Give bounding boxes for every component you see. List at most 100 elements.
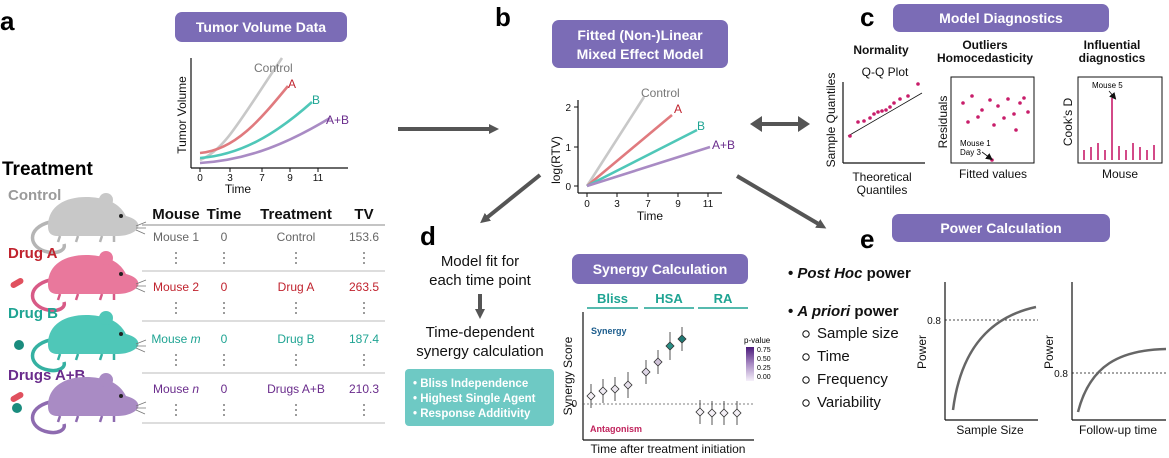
synergy-point <box>598 386 608 396</box>
d-text2-line2: synergy calculation <box>416 343 544 360</box>
residual-points <box>961 94 1030 162</box>
log-rtv-chart: log(RTV) Time 0 3 7 9 11 0 1 2 Control A B A+B <box>549 86 735 223</box>
mouse-icon <box>30 193 147 255</box>
rtv-series-label: B <box>697 119 705 133</box>
synergy-points <box>586 327 742 425</box>
rtv-line-drugsAB <box>586 145 711 188</box>
power1-threshold-label: 0.8 <box>927 316 941 327</box>
synergy-point <box>719 408 729 418</box>
cooks-frame <box>1077 76 1163 164</box>
residual-point <box>1022 96 1026 100</box>
pvalue-tick: 0.00 <box>757 374 771 381</box>
arrow-b-to-e <box>735 174 827 229</box>
tv-curve-drugA <box>199 85 290 155</box>
panel-e-pill <box>892 214 1110 242</box>
panel-e-letter: e <box>860 224 874 254</box>
table-ellipsis-dot <box>295 414 297 416</box>
power2-ylabel: Power <box>1042 335 1056 369</box>
syn-xlabel: Time after treatment initiation <box>591 442 746 456</box>
tv-curve-drugB <box>199 101 313 160</box>
qq-xlabel-line1: Theoretical <box>852 170 911 184</box>
normality-title: Normality <box>853 43 909 57</box>
outlier-annot-line1: Mouse 1 <box>960 139 991 148</box>
pill-icon <box>12 403 22 413</box>
qq-plot: Normality Q-Q Plot Sample Quantiles Theo… <box>824 43 925 197</box>
method-item: • Response Additivity <box>413 408 531 420</box>
table-ellipsis-dot <box>223 414 225 416</box>
a-priori-bullet-icon <box>802 376 810 384</box>
method-item: • Bliss Independence <box>413 378 528 390</box>
table-cell-treatment: Drug B <box>277 332 314 346</box>
panel-b-pill <box>552 20 728 68</box>
residual-point <box>1014 128 1018 132</box>
qq-point <box>848 134 852 138</box>
table-header: Treatment <box>260 206 332 223</box>
synergy-point <box>732 408 742 418</box>
rtv-lines: Control A B A+B <box>585 86 735 188</box>
table-ellipsis-dot <box>295 307 297 309</box>
residual-point <box>990 158 994 162</box>
d-text1-line2: each time point <box>429 272 532 289</box>
rtv-x-tick-label: 9 <box>675 199 681 210</box>
tv-curve-drugsAB <box>199 116 331 165</box>
a-priori-italic: A priori <box>796 303 851 320</box>
table-cell-mouse: Mouse 2 <box>153 280 199 294</box>
residual-point <box>988 98 992 102</box>
table-cell-tv: 263.5 <box>349 280 379 294</box>
qq-reference-line <box>847 92 923 137</box>
arrow-b-to-d <box>480 173 542 224</box>
power1-ylabel: Power <box>915 335 929 369</box>
d-text1-line1: Model fit for <box>441 253 519 270</box>
table-ellipsis-dot <box>223 302 225 304</box>
outliers-title-line1: Outliers <box>962 38 1008 52</box>
table-cell-mouse: Mouse m <box>151 332 200 346</box>
table-ellipsis-dot <box>363 257 365 259</box>
d-text2-line1: Time-dependent <box>426 324 536 341</box>
qq-point <box>876 110 880 114</box>
cooks-annotation: Mouse 5 <box>1092 81 1123 90</box>
table-ellipsis-dot <box>223 257 225 259</box>
pvalue-tick: 0.75 <box>757 347 771 354</box>
table-ellipsis-dot <box>175 414 177 416</box>
rtv-line-control <box>585 96 646 187</box>
treatment-title: Treatment <box>2 159 93 180</box>
power2-xlabel: Follow-up time <box>1079 423 1157 437</box>
table-ellipsis-dot <box>223 262 225 264</box>
panel-d-pill <box>572 254 748 284</box>
qq-point <box>880 109 884 113</box>
panel-d-pill-text: Synergy Calculation <box>593 261 728 277</box>
cooks-xlabel: Mouse <box>1102 167 1138 181</box>
post-hoc-rest: power <box>862 265 911 282</box>
table-ellipsis-dot <box>175 354 177 356</box>
pvalue-tick: 0.25 <box>757 365 771 372</box>
residual-point <box>970 94 974 98</box>
table-ellipsis-dot <box>175 404 177 406</box>
qq-point <box>888 105 892 109</box>
methods-list: • Bliss Independence • Highest Single Age… <box>413 378 536 420</box>
a-priori-bullet-icon <box>802 399 810 407</box>
qq-point <box>884 108 888 112</box>
outlier-annot-line2: Day 3 <box>960 148 981 157</box>
synergy-point <box>695 407 705 417</box>
antagonism-label: Antagonism <box>590 424 642 434</box>
tv-series-label: A+B <box>326 113 349 127</box>
treatment-group-label: Drugs A+B <box>8 367 86 384</box>
tv-ylabel: Tumor Volume <box>175 76 189 154</box>
rtv-x-tick-label: 3 <box>614 199 620 210</box>
qq-point <box>856 120 860 124</box>
table-ellipsis-dot <box>223 354 225 356</box>
rtv-ticks: 0 3 7 9 11 0 1 2 <box>565 103 713 210</box>
a-priori-line: • A priori power <box>788 303 899 320</box>
tv-series-label: Control <box>254 61 293 75</box>
synergy-method-header: HSA <box>655 291 683 306</box>
treatment-group-label: Drug B <box>8 305 58 322</box>
influential-title-line1: Influential <box>1084 38 1141 52</box>
pill-icon <box>14 340 24 350</box>
residual-plot: Outliers Homocedasticity Residuals Fitte… <box>936 38 1035 181</box>
table-ellipsis-dot <box>175 312 177 314</box>
pill-icon <box>10 392 24 402</box>
a-priori-bullet-icon <box>802 353 810 361</box>
table-header: Time <box>207 206 242 223</box>
outliers-title-line2: Homocedasticity <box>937 51 1033 65</box>
power1-xlabel: Sample Size <box>956 423 1024 437</box>
